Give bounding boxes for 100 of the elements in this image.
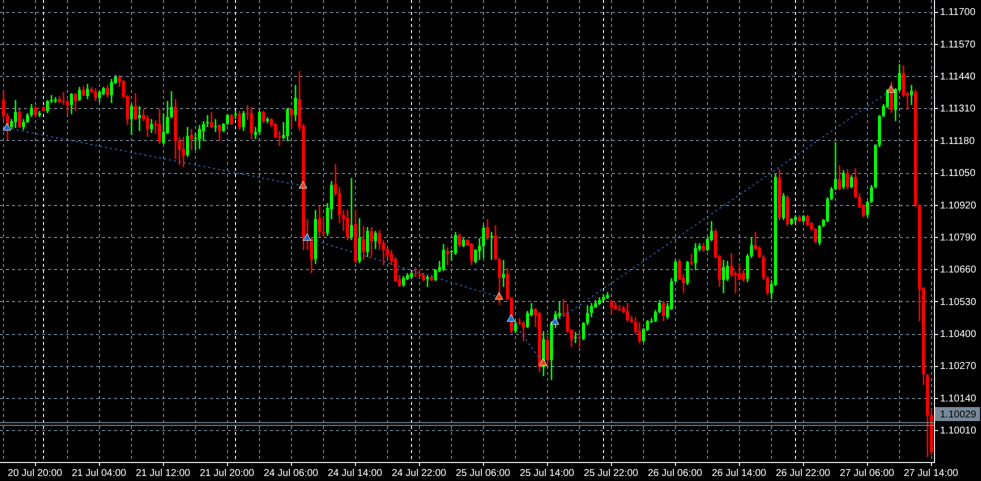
candlestick <box>902 64 905 98</box>
candlestick <box>290 107 293 129</box>
candlestick <box>514 320 517 334</box>
y-tick-label: 1.11310 <box>940 104 976 115</box>
candlestick <box>14 99 17 129</box>
candlestick <box>86 83 89 100</box>
x-tick-label: 27 Jul 06:00 <box>840 468 895 479</box>
candlestick <box>846 168 849 190</box>
candlestick <box>522 320 525 342</box>
candlestick <box>130 103 133 136</box>
x-tick-label: 24 Jul 06:00 <box>264 468 319 479</box>
x-tick-label: 21 Jul 12:00 <box>136 468 191 479</box>
candlestick <box>110 78 113 104</box>
candlestick <box>218 123 221 142</box>
candlestick <box>610 299 613 315</box>
x-tick-label: 25 Jul 14:00 <box>520 468 575 479</box>
y-tick-label: 1.10140 <box>940 393 977 404</box>
candlestick <box>62 91 65 106</box>
candlestick <box>402 275 405 288</box>
candlestick <box>482 224 485 259</box>
candlestick <box>458 233 461 248</box>
candlestick <box>258 110 261 136</box>
candlestick <box>134 92 137 121</box>
candlestick <box>730 252 733 278</box>
candlestick <box>78 86 81 102</box>
candlestick <box>294 84 297 122</box>
candlestick <box>662 300 665 322</box>
candlestick <box>910 84 913 106</box>
point <box>302 233 312 241</box>
point <box>298 181 308 189</box>
y-tick-label: 1.11050 <box>940 168 976 180</box>
x-tick-label: 26 Jul 06:00 <box>648 468 703 479</box>
y-tick-label: 1.10660 <box>940 264 977 276</box>
y-tick-label: 1.10530 <box>940 296 977 308</box>
y-tick-label: 1.10790 <box>940 232 977 244</box>
point <box>2 123 12 131</box>
candlestick <box>818 224 821 246</box>
candlestick <box>22 118 25 131</box>
y-tick-label: 1.10010 <box>940 426 977 437</box>
candlestick <box>806 214 809 227</box>
candlestick <box>686 260 689 286</box>
candlestick <box>850 174 853 189</box>
ref-line-label: 1.10029 <box>940 410 977 421</box>
y-tick-label: 1.11700 <box>940 7 976 18</box>
candlestick <box>186 126 189 158</box>
point <box>886 85 896 93</box>
candlestick <box>70 92 73 115</box>
candlestick <box>358 217 361 264</box>
point <box>506 314 516 322</box>
candlestick <box>190 128 193 151</box>
candlestick <box>274 122 277 139</box>
candlestick <box>486 218 489 241</box>
candlestick <box>578 332 581 348</box>
candlestick <box>98 89 101 103</box>
candlestick <box>18 108 21 129</box>
candlestick <box>210 111 213 129</box>
candlestick <box>150 118 153 134</box>
candlestick <box>782 192 785 221</box>
point <box>494 292 504 300</box>
candlestick <box>378 229 381 251</box>
candlestick <box>198 124 201 150</box>
candlestick <box>842 169 845 190</box>
x-tick-label: 21 Jul 04:00 <box>72 468 127 479</box>
x-tick-label: 24 Jul 22:00 <box>392 468 447 479</box>
candlestick <box>502 259 505 288</box>
x-tick-label: 26 Jul 14:00 <box>712 468 767 479</box>
point <box>538 358 548 366</box>
candlestick <box>34 105 37 118</box>
candlestick <box>414 266 417 278</box>
candlestick <box>734 270 737 294</box>
candlestick <box>350 177 353 241</box>
point <box>550 317 560 325</box>
y-tick-label: 1.11570 <box>940 39 976 50</box>
candlestick <box>426 274 429 288</box>
y-tick-label: 1.11180 <box>940 136 976 147</box>
candlestick <box>362 225 365 261</box>
candlestick <box>366 226 369 258</box>
candlestick <box>94 87 97 102</box>
candlestick <box>574 331 577 344</box>
candlestick <box>722 259 725 294</box>
candlestick <box>838 164 841 191</box>
candlestick <box>442 243 445 272</box>
x-tick-label: 27 Jul 14:00 <box>904 468 959 479</box>
x-tick-label: 21 Jul 20:00 <box>200 468 255 479</box>
y-tick-label: 1.10270 <box>940 361 977 372</box>
candlestick <box>74 92 77 112</box>
candlestick <box>470 242 473 266</box>
y-tick-label: 1.11440 <box>940 72 976 83</box>
candlestick <box>490 231 493 261</box>
y-tick-label: 1.10920 <box>940 200 977 212</box>
candlestick <box>690 253 693 266</box>
x-tick-label: 25 Jul 22:00 <box>584 468 639 479</box>
candlestick <box>162 112 165 145</box>
candlestick <box>138 105 141 132</box>
candlestick <box>262 110 265 124</box>
candlestick <box>238 110 241 131</box>
candlestick <box>182 136 185 168</box>
candlestick <box>82 85 85 97</box>
candlestick <box>694 242 697 271</box>
y-tick-label: 1.10400 <box>940 329 977 340</box>
